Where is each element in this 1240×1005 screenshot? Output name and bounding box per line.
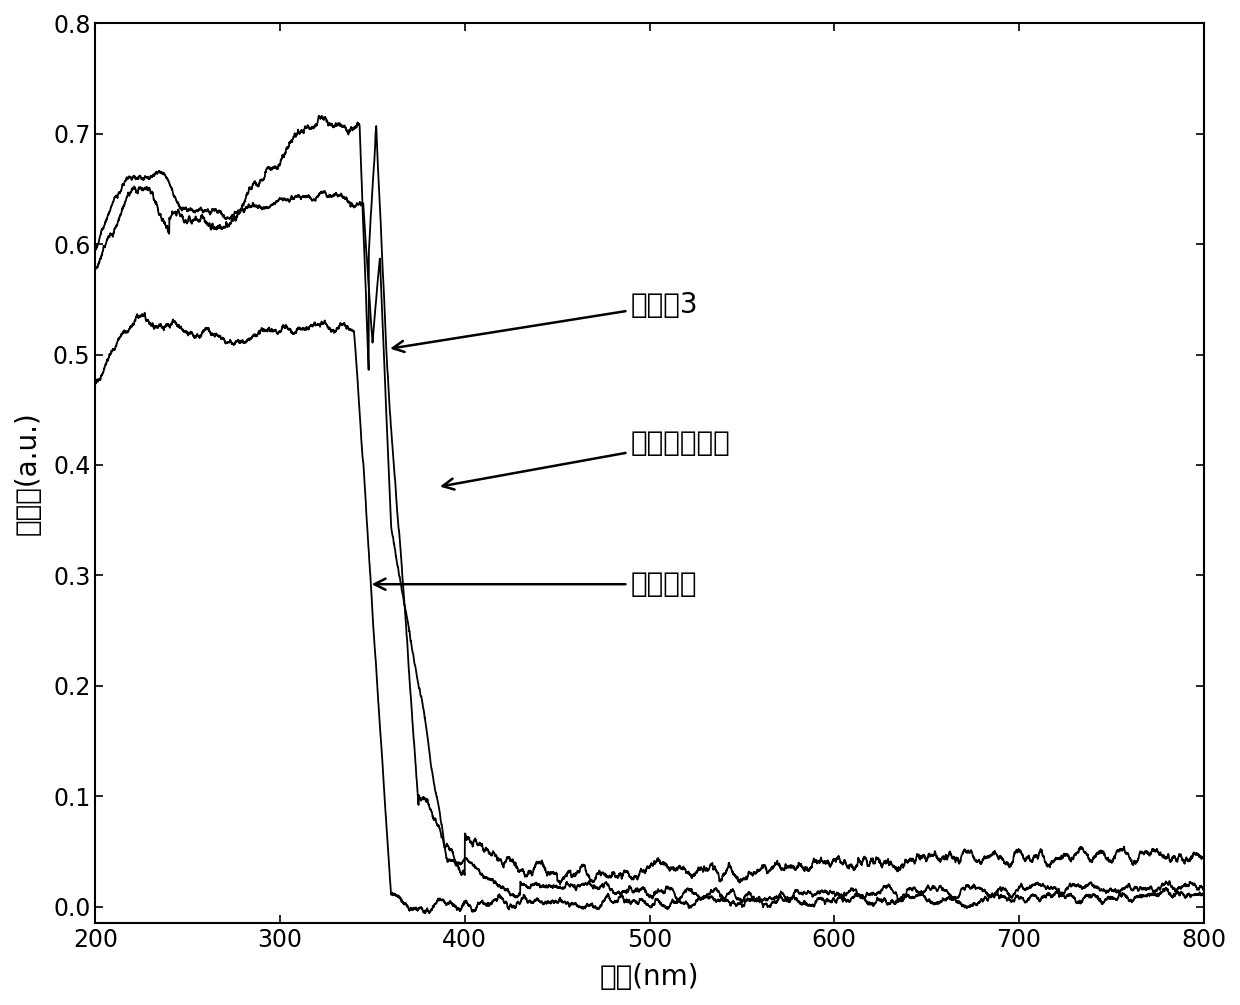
Text: 缺降碘酸氧铋: 缺降碘酸氧铋 — [443, 429, 730, 489]
Y-axis label: 吸光度(a.u.): 吸光度(a.u.) — [14, 411, 42, 535]
X-axis label: 波长(nm): 波长(nm) — [600, 963, 699, 991]
Text: 实施例3: 实施例3 — [393, 290, 698, 352]
Text: 碘酸氧铋: 碘酸氧铋 — [374, 570, 698, 598]
